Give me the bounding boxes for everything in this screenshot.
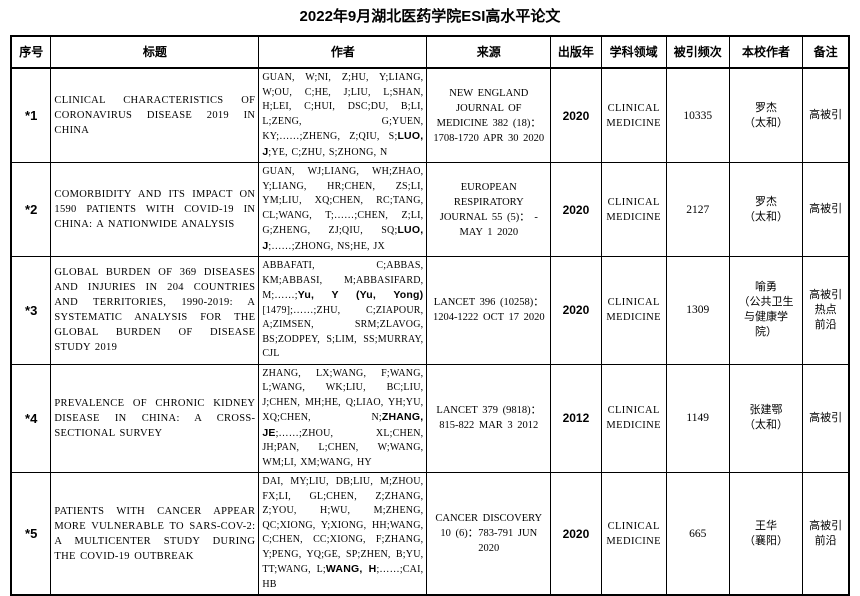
authors-highlight: ZHANG, JE <box>262 411 424 439</box>
authors-suffix: ;……;ZHONG, NS;HE, JX <box>268 240 385 252</box>
table-header-row: 序号 标题 作者 来源 出版年 学科领域 被引频次 本校作者 备注 <box>10 35 851 69</box>
cell-note: 高被引 <box>802 363 851 473</box>
cell-field: CLINICAL MEDICINE <box>600 256 667 365</box>
esi-papers-table: 序号 标题 作者 来源 出版年 学科领域 被引频次 本校作者 备注 *1 CLI… <box>10 35 851 596</box>
cell-authors: GUAN, WJ;LIANG, WH;ZHAO, Y;LIANG, HR;CHE… <box>258 162 428 257</box>
cell-note: 高被引 <box>802 67 851 163</box>
column-header-local-author: 本校作者 <box>728 35 804 69</box>
cell-title: PATIENTS WITH CANCER APPEAR MORE VULNERA… <box>50 472 260 596</box>
cell-field: CLINICAL MEDICINE <box>600 162 667 257</box>
column-header-cites: 被引频次 <box>665 35 730 69</box>
cell-local-author: 喻勇 （公共卫生 与健康学 院） <box>728 256 804 365</box>
cell-field: CLINICAL MEDICINE <box>600 472 667 596</box>
authors-highlight: LUO, J <box>262 130 424 158</box>
cell-field: CLINICAL MEDICINE <box>600 363 667 473</box>
table-row: *5 PATIENTS WITH CANCER APPEAR MORE VULN… <box>10 472 851 596</box>
cell-note: 高被引 前沿 <box>802 472 851 596</box>
authors-prefix: GUAN, WJ;LIANG, WH;ZHAO, Y;LIANG, HR;CHE… <box>262 166 424 236</box>
cell-local-author: 张建鄂 （太和） <box>728 363 804 473</box>
cell-local-author: 罗杰 （太和） <box>728 162 804 257</box>
cell-local-author: 罗杰 （太和） <box>728 67 804 163</box>
cell-source: LANCET 379 (9818)：815-822 MAR 3 2012 <box>426 363 552 473</box>
document-page: 2022年9月湖北医药学院ESI高水平论文 序号 标题 作者 来源 出版年 学科… <box>10 8 851 596</box>
authors-prefix: DAI, MY;LIU, DB;LIU, M;ZHOU, FX;LI, GL;C… <box>262 476 424 575</box>
cell-note: 高被引 热点 前沿 <box>802 256 851 365</box>
cell-cites: 665 <box>665 472 730 596</box>
table-body: *1 CLINICAL CHARACTERISTICS OF CORONAVIR… <box>10 67 851 596</box>
cell-field: CLINICAL MEDICINE <box>600 67 667 163</box>
cell-year: 2012 <box>550 363 602 473</box>
cell-seq: *5 <box>10 472 52 596</box>
cell-source: EUROPEAN RESPIRATORY JOURNAL 55 (5)： - M… <box>426 162 552 257</box>
table-row: *2 COMORBIDITY AND ITS IMPACT ON 1590 PA… <box>10 162 851 257</box>
column-header-title: 标题 <box>50 35 260 69</box>
column-header-year: 出版年 <box>550 35 602 69</box>
authors-highlight: LUO, J <box>262 224 424 252</box>
cell-seq: *2 <box>10 162 52 257</box>
cell-local-author: 王华 （襄阳） <box>728 472 804 596</box>
authors-prefix: ZHANG, LX;WANG, F;WANG, L;WANG, WK;LIU, … <box>262 367 424 424</box>
cell-source: CANCER DISCOVERY 10 (6)：783-791 JUN 2020 <box>426 472 552 596</box>
page-title: 2022年9月湖北医药学院ESI高水平论文 <box>299 8 561 25</box>
authors-highlight: Yu, Y (Yu, Yong) <box>297 289 424 301</box>
cell-seq: *3 <box>10 256 52 365</box>
authors-prefix: ABBAFATI, C;ABBAS, KM;ABBASI, M;ABBASIFA… <box>262 260 424 301</box>
cell-authors: ABBAFATI, C;ABBAS, KM;ABBASI, M;ABBASIFA… <box>258 256 428 365</box>
column-header-field: 学科领域 <box>600 35 667 69</box>
cell-title: COMORBIDITY AND ITS IMPACT ON 1590 PATIE… <box>50 162 260 257</box>
cell-title: CLINICAL CHARACTERISTICS OF CORONAVIRUS … <box>50 67 260 163</box>
authors-suffix: [1479];……;ZHU, C;ZIAPOUR, A;ZIMSEN, SRM;… <box>262 304 424 360</box>
column-header-source: 来源 <box>426 35 552 69</box>
cell-year: 2020 <box>550 162 602 257</box>
authors-suffix: ;……;ZHOU, XL;CHEN, JH;PAN, L;CHEN, W;WAN… <box>262 427 424 468</box>
column-header-seq: 序号 <box>10 35 52 69</box>
cell-authors: GUAN, W;NI, Z;HU, Y;LIANG, W;OU, C;HE, J… <box>258 67 428 163</box>
cell-year: 2020 <box>550 472 602 596</box>
authors-suffix: ;YE, C;ZHU, S;ZHONG, N <box>268 146 388 158</box>
cell-cites: 1149 <box>665 363 730 473</box>
cell-cites: 1309 <box>665 256 730 365</box>
authors-prefix: GUAN, W;NI, Z;HU, Y;LIANG, W;OU, C;HE, J… <box>262 72 424 142</box>
table-row: *1 CLINICAL CHARACTERISTICS OF CORONAVIR… <box>10 67 851 163</box>
cell-source: LANCET 396 (10258)：1204-1222 OCT 17 2020 <box>426 256 552 365</box>
cell-note: 高被引 <box>802 162 851 257</box>
cell-year: 2020 <box>550 67 602 163</box>
authors-highlight: WANG, H <box>325 563 377 575</box>
cell-cites: 2127 <box>665 162 730 257</box>
cell-source: NEW ENGLAND JOURNAL OF MEDICINE 382 (18)… <box>426 67 552 163</box>
column-header-authors: 作者 <box>258 35 428 69</box>
cell-title: GLOBAL BURDEN OF 369 DISEASES AND INJURI… <box>50 256 260 365</box>
cell-authors: ZHANG, LX;WANG, F;WANG, L;WANG, WK;LIU, … <box>258 363 428 473</box>
cell-cites: 10335 <box>665 67 730 163</box>
cell-title: PREVALENCE OF CHRONIC KIDNEY DISEASE IN … <box>50 363 260 473</box>
table-row: *4 PREVALENCE OF CHRONIC KIDNEY DISEASE … <box>10 363 851 473</box>
table-row: *3 GLOBAL BURDEN OF 369 DISEASES AND INJ… <box>10 256 851 365</box>
cell-authors: DAI, MY;LIU, DB;LIU, M;ZHOU, FX;LI, GL;C… <box>258 472 428 596</box>
column-header-note: 备注 <box>802 35 851 69</box>
cell-seq: *1 <box>10 67 52 163</box>
cell-seq: *4 <box>10 363 52 473</box>
cell-year: 2020 <box>550 256 602 365</box>
